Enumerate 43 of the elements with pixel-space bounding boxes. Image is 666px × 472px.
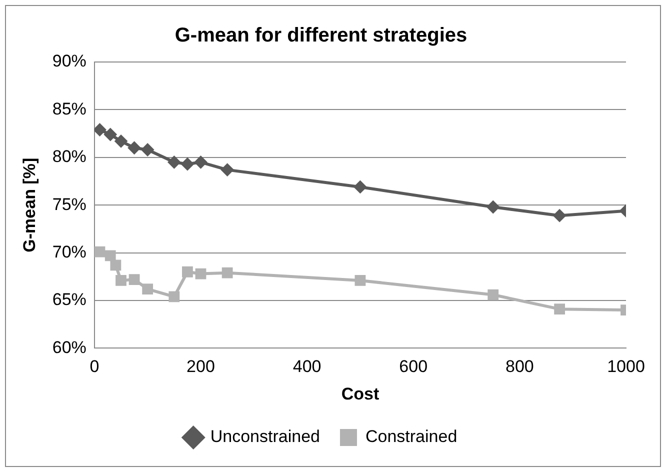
y-tick-label: 65% xyxy=(52,290,86,310)
point xyxy=(110,260,122,271)
point xyxy=(553,209,566,222)
x-tick-label: 800 xyxy=(505,357,534,376)
point xyxy=(354,275,366,286)
point xyxy=(488,289,499,300)
legend-label: Constrained xyxy=(365,427,458,446)
y-tick-label: 80% xyxy=(52,147,86,166)
point xyxy=(104,128,117,142)
point xyxy=(182,266,193,278)
x-axis-title: Cost xyxy=(341,384,380,404)
point xyxy=(94,123,106,136)
point xyxy=(128,274,140,285)
legend-label: Unconstrained xyxy=(210,427,320,446)
y-axis-title: G-mean [%] xyxy=(20,158,39,252)
y-tick-label: 75% xyxy=(52,194,86,214)
y-tick-label: 60% xyxy=(52,338,86,357)
point xyxy=(94,246,106,258)
point xyxy=(114,134,128,148)
point xyxy=(141,143,154,156)
point xyxy=(128,141,141,154)
point xyxy=(354,180,367,194)
point xyxy=(554,304,566,315)
y-tick-label: 70% xyxy=(52,242,86,262)
chart-title: G-mean for different strategies xyxy=(174,24,468,47)
point xyxy=(180,158,194,171)
point xyxy=(168,156,181,169)
x-tick-label: 400 xyxy=(292,357,322,376)
point xyxy=(220,163,234,176)
point xyxy=(194,156,208,169)
point xyxy=(486,200,500,214)
y-tick-label: 85% xyxy=(52,99,86,118)
x-tick-label: 1000 xyxy=(607,357,645,376)
x-tick-label: 600 xyxy=(399,357,428,376)
x-tick-label: 0 xyxy=(90,357,100,376)
point xyxy=(168,291,180,302)
point xyxy=(116,275,126,286)
y-tick-label: 90% xyxy=(52,52,86,71)
point xyxy=(104,250,116,262)
point xyxy=(222,267,233,278)
point xyxy=(142,284,154,294)
x-tick-label: 200 xyxy=(186,357,215,376)
point xyxy=(195,268,206,280)
